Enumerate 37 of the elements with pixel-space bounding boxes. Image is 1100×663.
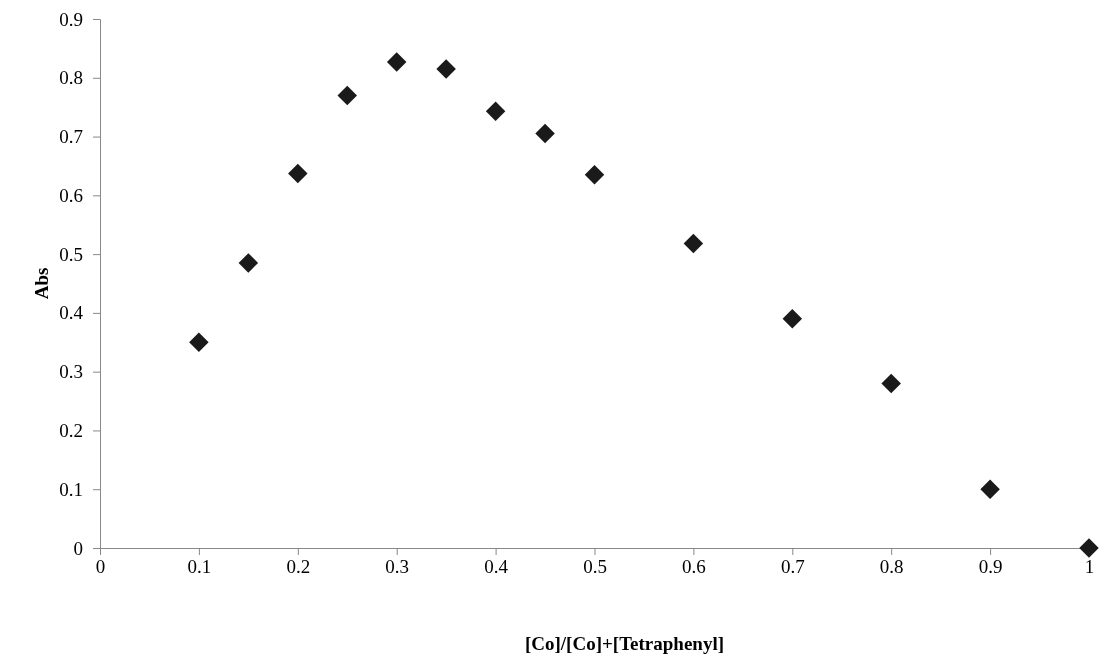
x-tick-label: 0.7 <box>780 556 805 578</box>
x-tick-label: 0 <box>95 556 106 578</box>
x-tick-label: 0.6 <box>682 556 706 578</box>
point <box>485 101 506 122</box>
y-tick-label: 0 <box>73 537 83 559</box>
x-tick-label: 0.1 <box>187 556 212 578</box>
y-axis-title: Abs <box>31 267 52 300</box>
point <box>386 52 407 72</box>
y-tick-label: 0.1 <box>59 478 83 500</box>
y-tick-label: 0.6 <box>59 184 83 206</box>
point <box>584 165 605 185</box>
point <box>980 479 1000 499</box>
y-tick-label: 0.9 <box>59 8 83 30</box>
y-tick-label: 0.8 <box>59 67 83 89</box>
y-tick-label: 0.5 <box>59 243 83 265</box>
x-tick-label: 0.3 <box>385 556 410 578</box>
x-tick-label: 0.2 <box>286 556 311 578</box>
point <box>1079 538 1099 558</box>
point <box>337 85 357 106</box>
x-tick-label: 0.9 <box>978 556 1003 578</box>
point <box>881 373 901 394</box>
x-axis-title: [Co]/[Co]+[Tetraphenyl] <box>524 633 725 654</box>
y-tick-label: 0.4 <box>59 302 84 324</box>
point <box>436 59 456 79</box>
x-tick-label: 1 <box>1084 556 1095 578</box>
point <box>288 163 308 184</box>
point <box>683 233 704 254</box>
y-tick-label: 0.7 <box>59 126 83 148</box>
point <box>238 253 259 273</box>
y-tick-label: 0.3 <box>59 361 83 383</box>
point <box>782 309 803 329</box>
point <box>535 123 555 144</box>
x-tick-label: 0.5 <box>583 556 607 578</box>
x-tick-label: 0.8 <box>879 556 904 578</box>
point <box>189 332 209 353</box>
x-tick-label: 0.4 <box>484 556 509 578</box>
y-tick-label: 0.2 <box>59 420 83 442</box>
